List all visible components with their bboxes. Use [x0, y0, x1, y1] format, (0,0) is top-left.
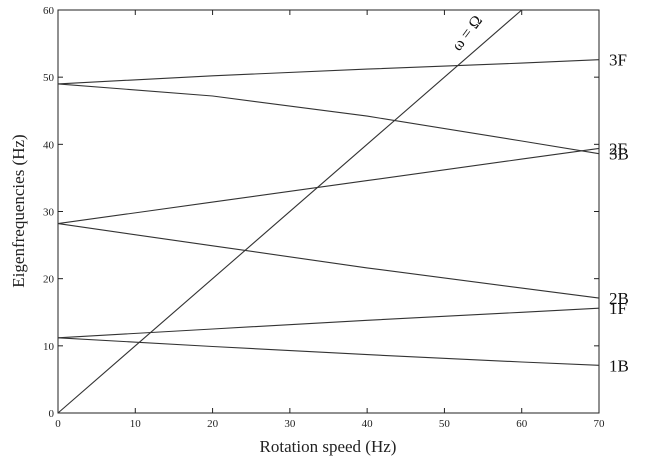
omega-equals-Omega-annotation: ω = Ω	[449, 12, 486, 54]
x-axis-title: Rotation speed (Hz)	[260, 437, 397, 456]
y-tick-label: 0	[49, 408, 55, 420]
series-line-3f	[57, 59, 600, 85]
series-label-1b: 1B	[609, 356, 629, 375]
x-tick-label: 10	[130, 418, 142, 430]
x-tick-label: 20	[207, 418, 219, 430]
x-tick-label: 40	[362, 418, 374, 430]
series-line-2f	[57, 147, 600, 225]
x-tick-label: 50	[439, 418, 451, 430]
y-axis-title: Eigenfrequencies (Hz)	[9, 134, 28, 287]
y-tick-label: 50	[43, 72, 55, 84]
x-tick-label: 30	[284, 418, 296, 430]
series-label-3b: 3B	[609, 145, 629, 164]
x-tick-label: 60	[516, 418, 528, 430]
y-tick-label: 20	[43, 274, 55, 286]
x-tick-label: 70	[594, 418, 606, 430]
series-label-1f: 1F	[609, 299, 627, 318]
series-line-1f	[57, 307, 600, 339]
series-line-2b	[57, 223, 600, 299]
y-tick-label: 60	[43, 5, 55, 17]
series-line--	[57, 9, 523, 414]
series-lines	[57, 9, 600, 414]
series-label-2b: 2B	[609, 289, 629, 308]
y-tick-label: 30	[43, 207, 55, 219]
series-line-1b	[57, 337, 600, 366]
series-label-2f: 2F	[609, 139, 627, 158]
series-line-3b	[57, 83, 600, 155]
y-tick-label: 40	[43, 139, 55, 151]
series-label-3f: 3F	[609, 51, 627, 70]
y-tick-label: 10	[43, 341, 55, 353]
x-tick-label: 0	[55, 418, 61, 430]
axis-ticks: 0 10 20 30 40 50 60 70 0 10 20 30 40 50 60	[43, 5, 605, 430]
